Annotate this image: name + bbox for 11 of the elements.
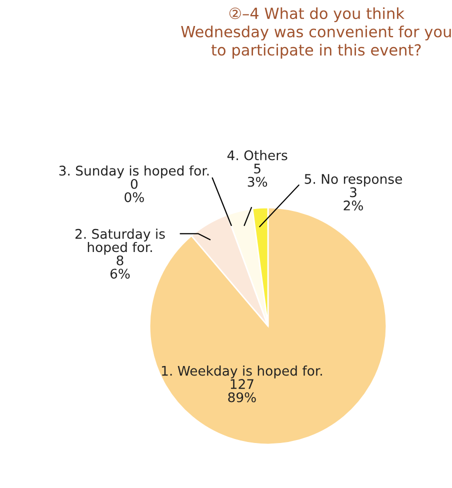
data-label: 5 3%	[248, 164, 268, 187]
slice-label: 2. Saturday is hoped for.	[75, 228, 165, 255]
text: 0 0%	[124, 178, 144, 202]
data-label: 3 2%	[344, 187, 363, 210]
data-label: 8 6%	[110, 255, 130, 279]
category-label: 3. Sunday is hoped for.	[59, 165, 209, 178]
data-label: 127 89%	[228, 379, 256, 402]
chart-title: ②–4 What do you think Wednesday was convenient for you to participate in this event?	[181, 7, 451, 59]
slice-label: 1. Weekday is hoped for.	[162, 366, 322, 378]
slice-label: 5. No response	[304, 174, 402, 187]
slice-label: 4. Others	[227, 150, 288, 160]
